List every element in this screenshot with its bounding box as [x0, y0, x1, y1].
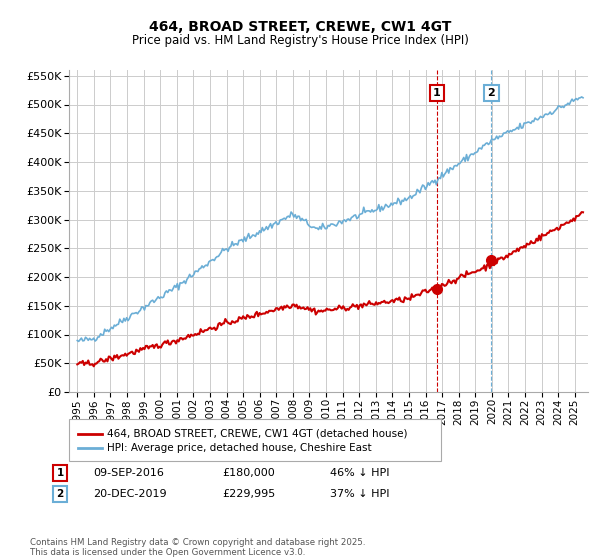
- Text: £180,000: £180,000: [222, 468, 275, 478]
- Text: 2: 2: [487, 88, 495, 98]
- Text: £229,995: £229,995: [222, 489, 275, 499]
- Text: HPI: Average price, detached house, Cheshire East: HPI: Average price, detached house, Ches…: [107, 443, 371, 453]
- Text: 20-DEC-2019: 20-DEC-2019: [93, 489, 167, 499]
- Text: Price paid vs. HM Land Registry's House Price Index (HPI): Price paid vs. HM Land Registry's House …: [131, 34, 469, 46]
- Text: Contains HM Land Registry data © Crown copyright and database right 2025.
This d: Contains HM Land Registry data © Crown c…: [30, 538, 365, 557]
- Text: 09-SEP-2016: 09-SEP-2016: [93, 468, 164, 478]
- Text: 464, BROAD STREET, CREWE, CW1 4GT: 464, BROAD STREET, CREWE, CW1 4GT: [149, 20, 451, 34]
- Text: 46% ↓ HPI: 46% ↓ HPI: [330, 468, 389, 478]
- Text: 2: 2: [56, 489, 64, 499]
- Text: 1: 1: [433, 88, 441, 98]
- Text: 1: 1: [56, 468, 64, 478]
- Text: 464, BROAD STREET, CREWE, CW1 4GT (detached house): 464, BROAD STREET, CREWE, CW1 4GT (detac…: [107, 429, 407, 439]
- Text: 37% ↓ HPI: 37% ↓ HPI: [330, 489, 389, 499]
